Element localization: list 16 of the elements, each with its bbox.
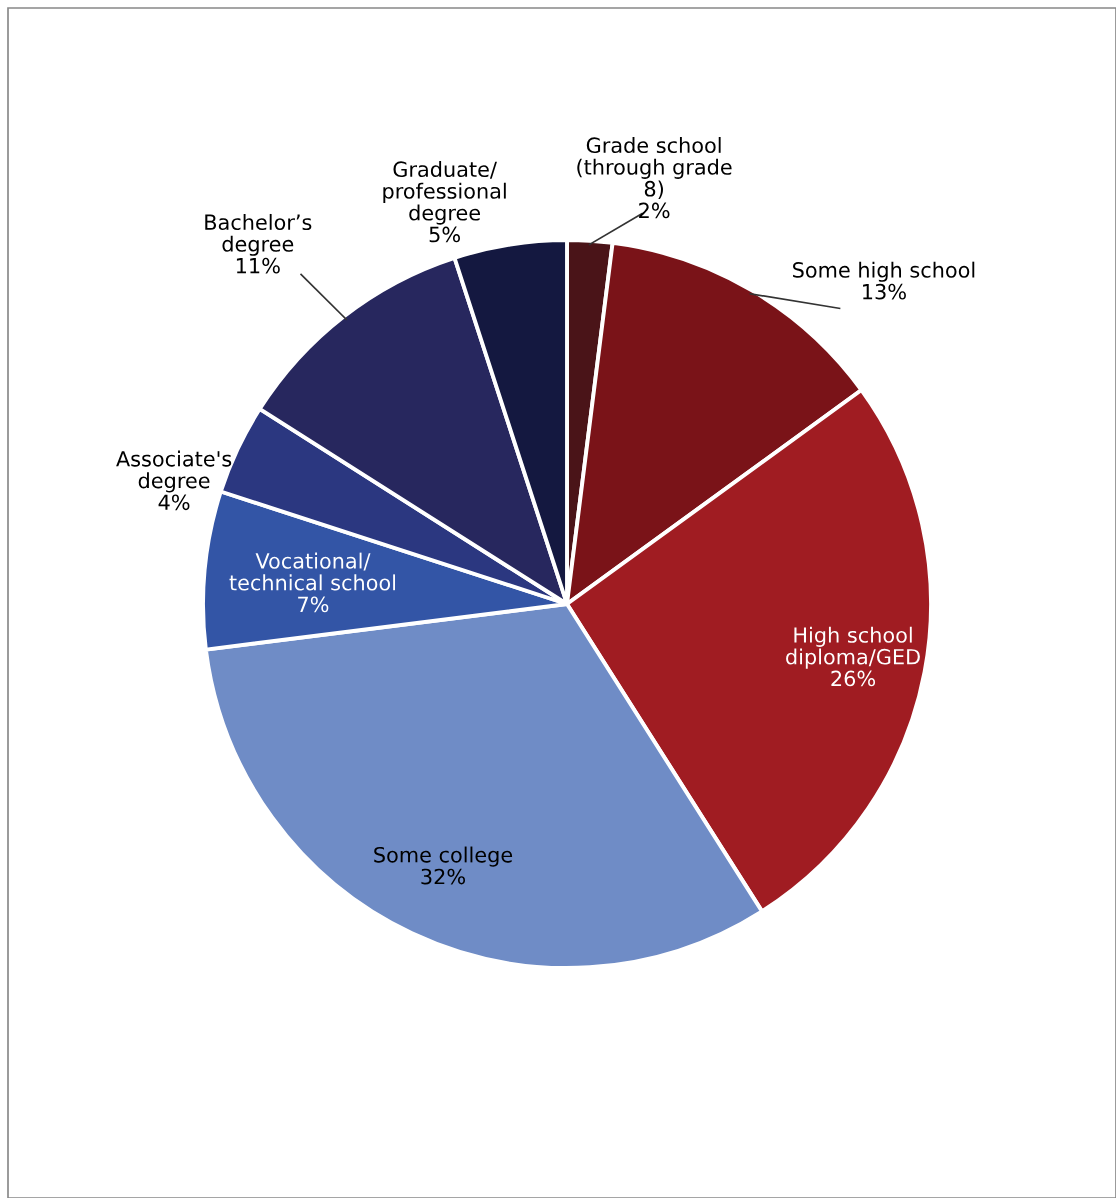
data-label: 13% <box>863 283 906 300</box>
data-label: 4% <box>158 494 190 511</box>
slice-label: Bachelor’s degree <box>205 213 312 256</box>
slice-label: High school diploma/GED <box>786 626 920 669</box>
data-label: 26% <box>831 670 876 687</box>
data-label: 2% <box>639 202 670 219</box>
data-label: 11% <box>236 257 280 274</box>
data-label: 5% <box>429 226 460 243</box>
slice-label: Some high school <box>793 261 975 282</box>
slice-label: Some college <box>374 846 513 867</box>
slice-label: Grade school (through grade 8) <box>577 136 732 200</box>
data-label: 7% <box>298 596 329 613</box>
data-label: 32% <box>421 868 466 885</box>
slice-label: Associate's degree <box>116 450 232 493</box>
slice-label: Vocational/ technical school <box>229 552 396 591</box>
slice-label: Graduate/ professional degree <box>383 160 506 225</box>
